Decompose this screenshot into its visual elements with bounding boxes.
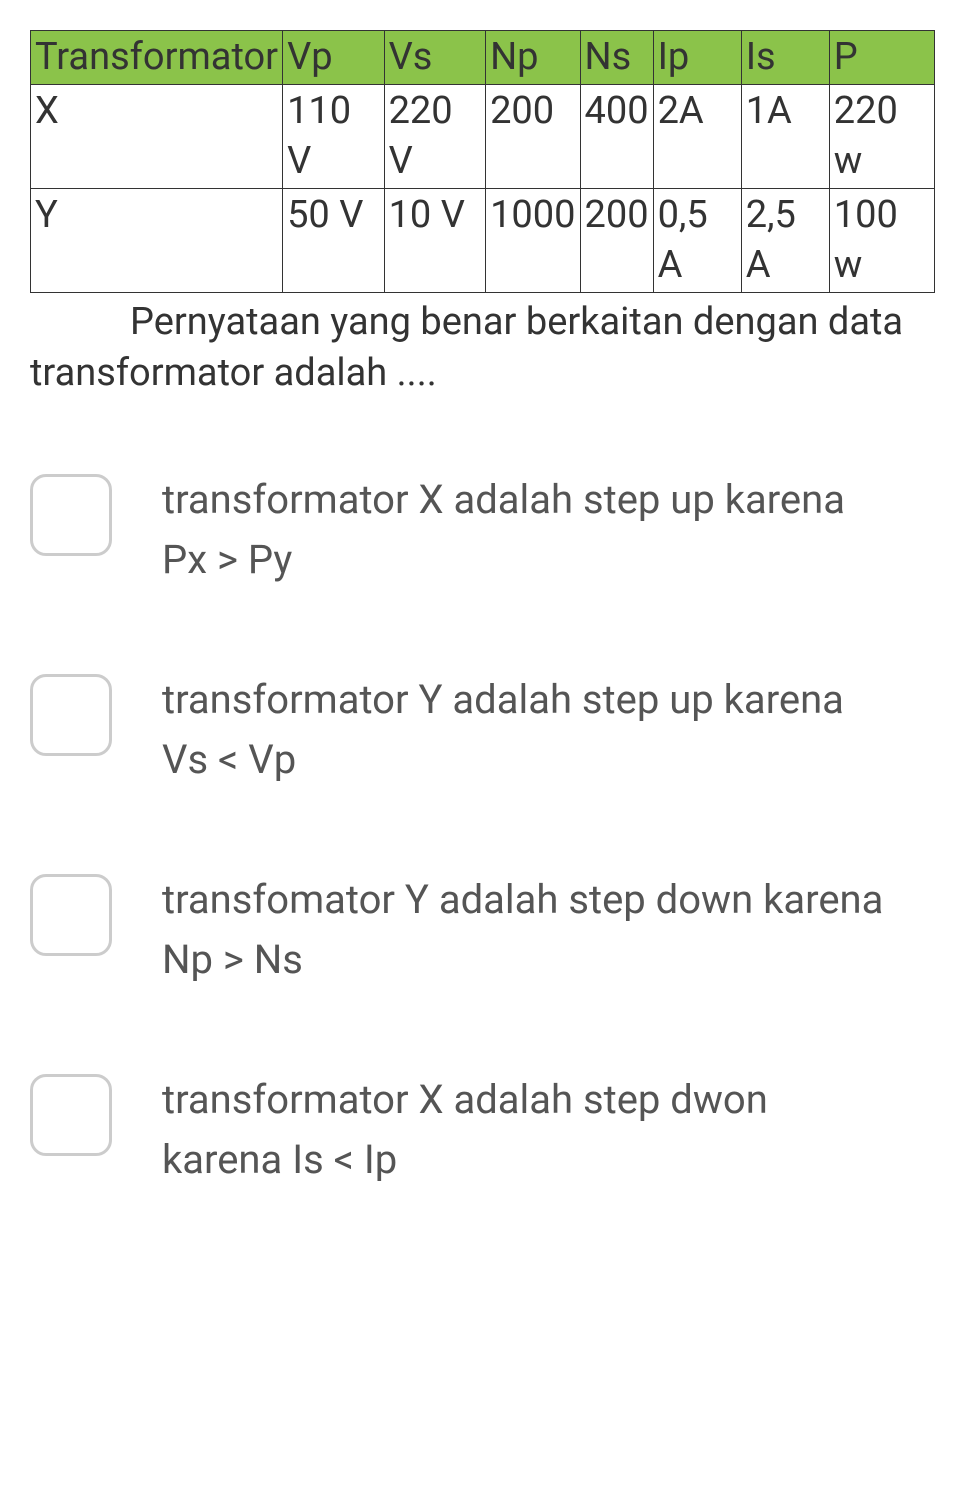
table-row: Y 50 V 10 V 1000 200 0,5 A 2,5 A 100 w <box>31 189 935 293</box>
option-item: transformator X adalah step dwon karena … <box>30 1070 895 1190</box>
col-header: Vs <box>384 31 486 85</box>
option-item: transformator Y adalah step up karena Vs… <box>30 670 895 790</box>
col-header: Vp <box>283 31 385 85</box>
option-label: transformator X adalah step dwon karena … <box>162 1070 895 1190</box>
table-cell: 400 <box>580 85 653 189</box>
option-checkbox[interactable] <box>30 674 112 756</box>
col-header: Is <box>741 31 829 85</box>
option-item: transformator X adalah step up karena Px… <box>30 470 895 590</box>
question-text-content: Pernyataan yang benar berkaitan dengan d… <box>30 300 903 395</box>
option-label: transformator X adalah step up karena Px… <box>162 470 895 590</box>
col-header: Ns <box>580 31 653 85</box>
option-checkbox[interactable] <box>30 874 112 956</box>
col-header: Ip <box>653 31 741 85</box>
table-cell: 220 w <box>829 85 934 189</box>
table-cell: 200 <box>580 189 653 293</box>
options-list: transformator X adalah step up karena Px… <box>30 470 935 1190</box>
option-label: transformator Y adalah step up karena Vs… <box>162 670 895 790</box>
table-cell: 2,5 A <box>741 189 829 293</box>
table-cell: 100 w <box>829 189 934 293</box>
table-cell: 2A <box>653 85 741 189</box>
table-cell: Y <box>31 189 283 293</box>
table-cell: 200 <box>486 85 580 189</box>
option-checkbox[interactable] <box>30 1074 112 1156</box>
table-cell: X <box>31 85 283 189</box>
table-row: X 110 V 220 V 200 400 2A 1A 220 w <box>31 85 935 189</box>
question-text: Pernyataan yang benar berkaitan dengan d… <box>30 297 935 400</box>
option-checkbox[interactable] <box>30 474 112 556</box>
option-item: transfomator Y adalah step down karena N… <box>30 870 895 990</box>
option-label: transfomator Y adalah step down karena N… <box>162 870 895 990</box>
table-cell: 0,5 A <box>653 189 741 293</box>
table-cell: 1000 <box>486 189 580 293</box>
table-cell: 220 V <box>384 85 486 189</box>
col-header: Transformator <box>31 31 283 85</box>
table-cell: 50 V <box>283 189 385 293</box>
col-header: P <box>829 31 934 85</box>
col-header: Np <box>486 31 580 85</box>
table-cell: 10 V <box>384 189 486 293</box>
table-cell: 1A <box>741 85 829 189</box>
data-table: Transformator Vp Vs Np Ns Ip Is P X 110 … <box>30 30 935 293</box>
table-cell: 110 V <box>283 85 385 189</box>
